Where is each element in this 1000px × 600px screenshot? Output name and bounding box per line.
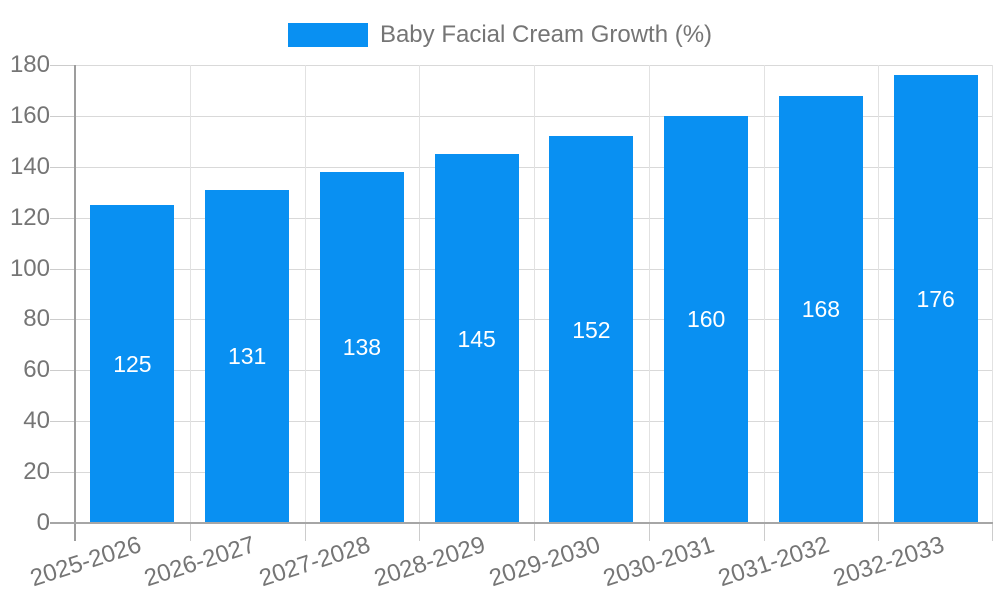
x-tick [992,523,993,541]
x-axis-line [50,522,993,524]
x-tick-label: 2032-2033 [829,531,948,593]
y-tick-label: 0 [36,509,50,536]
y-tick-label: 180 [9,51,50,78]
y-tick [50,268,75,270]
bar-value-label: 125 [113,350,152,377]
y-tick-label: 80 [23,305,50,333]
bar [549,136,634,523]
x-tick-label: 2029-2030 [485,531,604,593]
x-gridline [419,65,420,523]
x-tick-label: 2030-2031 [600,531,718,593]
bar-value-label: 160 [686,306,726,333]
y-tick-label: 60 [23,356,50,384]
bar-value-label: 168 [801,296,841,323]
x-tick [419,523,420,541]
bar-value-label: 145 [457,325,496,352]
x-tick-label: 2028-2029 [370,531,489,593]
y-tick [50,217,75,219]
bar-value-label: 138 [342,334,382,361]
y-tick [50,115,75,117]
y-tick [50,319,75,321]
bar-value-label: 176 [916,286,955,313]
x-tick [878,523,879,541]
bar [319,171,404,523]
y-tick-label: 40 [23,407,50,435]
bar-value-label: 131 [227,343,267,370]
x-tick-label: 2025-2026 [26,531,145,593]
chart-legend: Baby Facial Cream Growth (%) [0,21,1000,49]
x-tick-label: 2027-2028 [256,531,374,593]
x-gridline [649,65,650,523]
x-tick [190,523,191,541]
bar-value-label: 152 [572,316,611,343]
bar [893,75,978,523]
y-tick-label: 100 [9,254,50,282]
y-tick [50,166,75,168]
plot-area: 0 20 40 60 80 100 120 140 160 180 125 131 138 145 152 1… [10,52,993,592]
x-gridline [992,65,993,523]
x-tick [649,523,650,541]
bar [434,154,519,523]
bar [90,204,175,523]
y-axis-line [74,65,76,541]
y-tick-label: 160 [9,101,50,129]
legend-swatch [287,23,368,47]
y-tick [50,65,75,66]
x-tick [764,523,765,541]
x-gridline [190,65,191,523]
y-tick-label: 140 [9,152,50,180]
x-tick [305,523,306,541]
y-tick-label: 20 [23,458,50,486]
x-gridline [764,65,765,523]
bar [205,189,290,523]
y-tick [50,472,75,474]
y-tick [50,421,75,423]
y-tick [50,370,75,372]
x-gridline [878,65,879,523]
legend-label: Baby Facial Cream Growth (%) [379,21,713,48]
y-tick-label: 120 [9,203,50,231]
bar [664,115,749,523]
bar [778,95,863,523]
x-gridline [534,65,535,523]
x-tick-label: 2031-2032 [715,531,833,593]
x-tick [534,523,535,541]
x-gridline [305,65,306,523]
x-tick-label: 2026-2027 [141,531,259,593]
